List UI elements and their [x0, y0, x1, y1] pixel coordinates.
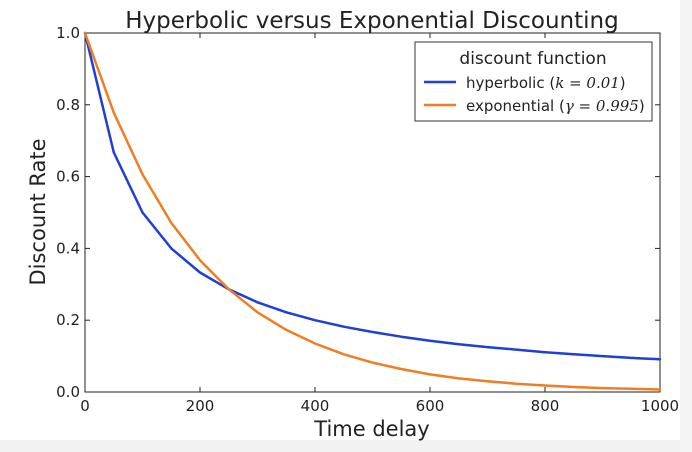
y-tick-label: 1.0: [56, 24, 80, 42]
y-tick-label: 0.2: [56, 311, 80, 329]
y-axis-label: Discount Rate: [26, 138, 50, 285]
x-tick-label: 400: [301, 397, 330, 415]
x-tick-label: 600: [416, 397, 445, 415]
legend: discount function hyperbolic (k = 0.01) …: [414, 41, 653, 122]
y-tick-label: 0.4: [56, 239, 80, 257]
axis-ticks: 0 200 400 600 800 1000 0.0 0.2 0.4 0.6 0.8 1.0: [56, 24, 679, 415]
right-border: [680, 0, 692, 452]
bottom-border: [0, 440, 692, 452]
x-axis-label: Time delay: [313, 417, 429, 441]
series-line-exponential: [83, 31, 662, 391]
x-tick-label: 800: [531, 397, 560, 415]
legend-label-hyperbolic: hyperbolic (k = 0.01): [466, 74, 626, 92]
x-tick-label: 0: [80, 397, 90, 415]
y-tick-label: 0.6: [56, 168, 80, 186]
series-lines: [83, 31, 662, 391]
legend-title: discount function: [459, 49, 606, 69]
x-tick-label: 200: [186, 397, 215, 415]
y-tick-label: 0.8: [56, 96, 80, 114]
legend-label-exponential: exponential (γ = 0.995): [466, 97, 645, 115]
x-tick-label: 1000: [641, 397, 679, 415]
chart-title: Hyperbolic versus Exponential Discountin…: [125, 8, 618, 34]
y-tick-label: 0.0: [56, 383, 80, 401]
series-line-hyperbolic: [83, 31, 662, 361]
